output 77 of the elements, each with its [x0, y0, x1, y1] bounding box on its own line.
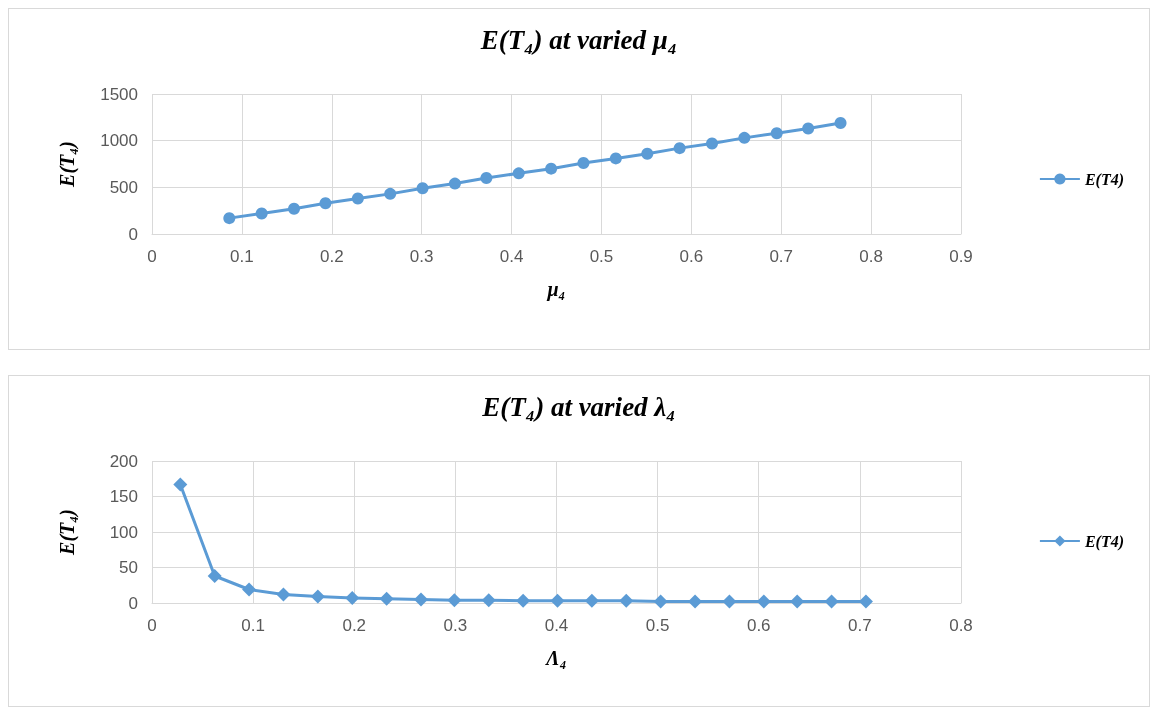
x-tick-label: 0.1 — [230, 247, 254, 266]
point — [550, 593, 565, 608]
y-tick-label: 200 — [109, 451, 138, 471]
point — [384, 187, 397, 200]
legend-label: E(T4) — [1083, 170, 1125, 189]
y-tick-label: 150 — [109, 487, 138, 506]
point — [824, 594, 839, 609]
legend-label: E(T4) — [1083, 532, 1125, 551]
point — [673, 142, 686, 155]
y-tick-label: 500 — [109, 177, 138, 197]
y-tick-label: 0 — [128, 593, 138, 613]
point — [609, 152, 622, 165]
point — [516, 593, 531, 608]
point — [653, 594, 668, 609]
point — [345, 591, 360, 606]
y-tick-label: 1000 — [100, 131, 138, 151]
point — [834, 116, 847, 129]
point — [173, 477, 188, 492]
y-tick-label: 50 — [119, 558, 138, 577]
chart-title: E(T₄) at varied λ₄ — [481, 391, 676, 422]
y-axis-title: E(T₄) — [56, 509, 79, 556]
point — [207, 569, 222, 584]
point — [756, 594, 771, 609]
y-tick-label: 0 — [128, 224, 138, 244]
point — [722, 594, 737, 609]
point — [413, 592, 428, 607]
x-tick-label: 0.8 — [859, 247, 883, 266]
x-tick-label: 0.9 — [949, 247, 973, 266]
x-tick-label: 0.4 — [544, 616, 569, 635]
point — [619, 593, 634, 608]
point — [276, 587, 291, 602]
x-tick-label: 0.6 — [746, 616, 771, 635]
point — [480, 172, 493, 184]
point — [545, 162, 558, 175]
x-tick-label: 0.8 — [949, 616, 973, 635]
x-tick-label: 0.6 — [679, 247, 704, 266]
point — [310, 589, 325, 604]
x-tick-label: 0.5 — [645, 616, 670, 635]
y-tick-label: 100 — [109, 522, 138, 542]
point — [223, 212, 236, 225]
point — [790, 594, 805, 609]
x-tick-label: 0.4 — [499, 247, 524, 266]
point — [738, 131, 751, 144]
y-axis-title: E(T₄) — [56, 141, 79, 188]
point — [641, 147, 654, 160]
y-tick-label: 1500 — [100, 84, 138, 104]
x-tick-label: 0.2 — [319, 247, 344, 266]
point — [688, 594, 703, 609]
point — [858, 594, 873, 609]
x-tick-label: 0 — [147, 247, 157, 266]
point — [319, 197, 332, 210]
point — [770, 127, 783, 140]
point — [351, 192, 364, 205]
chart-title: E(T₄) at varied μ₄ — [479, 24, 678, 55]
x-tick-label: 0 — [147, 616, 157, 635]
point — [379, 591, 394, 606]
x-tick-label: 0.5 — [589, 247, 614, 266]
point — [584, 593, 599, 608]
x-tick-label: 0.2 — [342, 616, 367, 635]
point — [447, 593, 462, 608]
point — [255, 207, 268, 220]
point — [448, 177, 461, 190]
x-tick-label: 0.3 — [409, 247, 434, 266]
point — [706, 137, 719, 150]
point — [288, 202, 301, 215]
point — [577, 157, 590, 170]
x-axis-title: μ₄ — [546, 278, 566, 301]
point — [242, 582, 257, 597]
x-axis-title: Λ₄ — [544, 647, 567, 669]
x-tick-label: 0.3 — [443, 616, 468, 635]
point — [512, 167, 525, 180]
point — [481, 593, 496, 608]
point — [416, 182, 429, 195]
x-tick-label: 0.1 — [241, 616, 265, 635]
point — [802, 122, 815, 135]
x-tick-label: 0.7 — [848, 616, 872, 635]
x-tick-label: 0.7 — [769, 247, 794, 266]
